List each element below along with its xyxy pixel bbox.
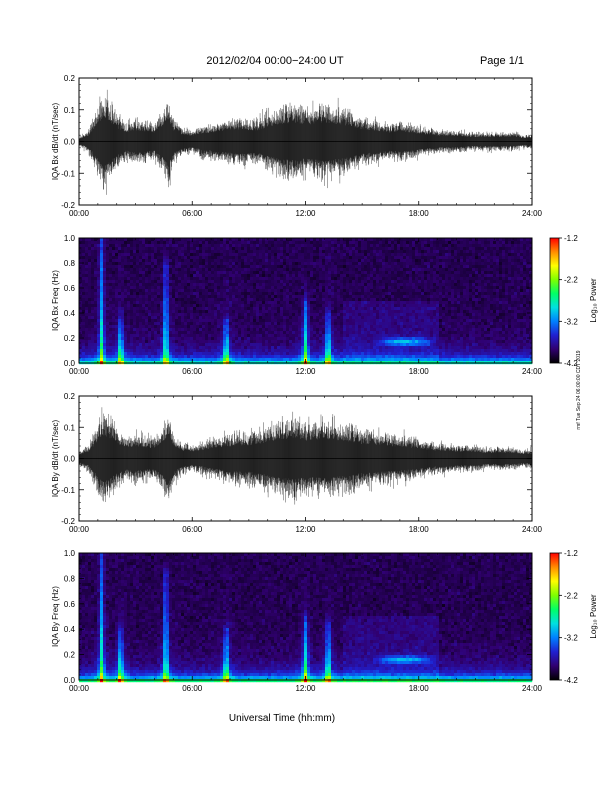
colorbar-gradient <box>549 552 560 681</box>
colorbar-gradient <box>549 237 560 364</box>
x-axis-label: Universal Time (hh:mm) <box>229 713 335 724</box>
page-number: Page 1/1 <box>480 55 524 67</box>
panel-2-spectrogram: 00:00 06:00 12:00 18:00 24:00 1.0 0.8 0.6 0.4 0.2… <box>51 234 543 376</box>
y-axis-label: IQA Bx dB/dt (nT/sec) <box>51 102 60 180</box>
y-tick-label: 0.8 <box>64 259 76 268</box>
x-tick-label: 06:00 <box>182 684 203 693</box>
dbdt-trace <box>78 89 533 195</box>
y-tick-label: 0.0 <box>64 455 76 464</box>
x-tick-label: 00:00 <box>69 367 90 376</box>
y-tick-label: -0.2 <box>61 517 75 526</box>
y-tick-label: 0.0 <box>64 359 76 368</box>
colorbar-label: Log₁₀ Power <box>589 278 598 323</box>
y-tick-label: 0.8 <box>64 574 76 583</box>
x-tick-label: 24:00 <box>522 367 543 376</box>
x-tick-label: 12:00 <box>295 525 316 534</box>
y-tick-label: 0.4 <box>64 309 76 318</box>
y-axis-label: IQA By Freq (Hz) <box>51 586 60 647</box>
colorbar-tick-label: -3.2 <box>564 317 578 326</box>
x-tick-label: 00:00 <box>69 684 90 693</box>
colorbar-label: Log₁₀ Power <box>589 594 598 639</box>
colorbar-tick-label: -1.2 <box>564 549 578 558</box>
panel-1-timeseries: 00:00 06:00 12:00 18:00 24:00 0.2 0.1 0.0 -0.1 -0… <box>51 74 543 218</box>
x-tick-label: 18:00 <box>409 684 430 693</box>
side-stamp: rmf Tue Sep 24 06:00:00 CDT 2019 <box>576 350 582 429</box>
y-tick-label: 1.0 <box>64 549 76 558</box>
y-tick-label: 0.4 <box>64 625 76 634</box>
y-tick-label: 0.6 <box>64 284 76 293</box>
x-tick-label: 12:00 <box>295 367 316 376</box>
x-tick-label: 24:00 <box>522 209 543 218</box>
colorbar-4: -1.2 -2.2 -3.2 -4.2 Log₁₀ Power <box>549 549 598 685</box>
y-tick-label: 0.2 <box>64 334 76 343</box>
x-tick-label: 12:00 <box>295 209 316 218</box>
plot-frame <box>78 552 533 681</box>
x-tick-label: 18:00 <box>409 525 430 534</box>
y-tick-label: 0.0 <box>64 676 76 685</box>
y-tick-label: -0.1 <box>61 169 75 178</box>
x-tick-label: 06:00 <box>182 525 203 534</box>
x-tick-label: 00:00 <box>69 209 90 218</box>
x-tick-label: 18:00 <box>409 209 430 218</box>
y-tick-label: -0.1 <box>61 486 75 495</box>
colorbar-tick-label: -4.2 <box>564 676 578 685</box>
y-tick-label: 0.2 <box>64 651 76 660</box>
x-tick-label: 06:00 <box>182 209 203 218</box>
y-tick-label: 0.2 <box>64 392 76 401</box>
colorbar-2: -1.2 -2.2 -3.2 -4.2 Log₁₀ Power <box>549 234 598 368</box>
y-axis-label: IQA Bx Freq (Hz) <box>51 270 60 331</box>
panel-4-spectrogram: 00:00 06:00 12:00 18:00 24:00 1.0 0.8 0.6 0.4 0.2… <box>51 549 543 693</box>
colorbar-tick-label: -2.2 <box>564 591 578 600</box>
x-tick-label: 06:00 <box>182 367 203 376</box>
y-tick-label: 1.0 <box>64 234 76 243</box>
y-axis-label: IQA By dB/dt (nT/sec) <box>51 419 60 497</box>
x-tick-label: 00:00 <box>69 525 90 534</box>
x-tick-label: 24:00 <box>522 525 543 534</box>
x-tick-label: 18:00 <box>409 367 430 376</box>
y-tick-label: 0.0 <box>64 138 76 147</box>
colorbar-tick-label: -1.2 <box>564 234 578 243</box>
dbdt-trace <box>78 407 533 505</box>
spectrogram-cells <box>79 553 533 683</box>
x-tick-label: 24:00 <box>522 684 543 693</box>
colorbar-tick-label: -2.2 <box>564 276 578 285</box>
panel-3-timeseries: 00:00 06:00 12:00 18:00 24:00 0.2 0.1 0.0 -0.1 -0… <box>51 392 543 534</box>
x-tick-label: 12:00 <box>295 684 316 693</box>
panels: 00:00 06:00 12:00 18:00 24:00 0.2 0.1 0.0 -0.1 -0… <box>51 74 598 693</box>
date-range-title: 2012/02/04 00:00−24:00 UT <box>206 55 344 67</box>
spectrogram-cells <box>79 238 533 365</box>
plot-frame <box>78 237 533 364</box>
y-tick-label: 0.6 <box>64 600 76 609</box>
colorbar-tick-label: -3.2 <box>564 634 578 643</box>
colorbar-tick-label: -4.2 <box>564 359 578 368</box>
y-tick-label: 0.1 <box>64 423 76 432</box>
y-tick-label: 0.1 <box>64 106 76 115</box>
y-tick-label: 0.2 <box>64 74 76 83</box>
y-tick-label: -0.2 <box>61 201 75 210</box>
